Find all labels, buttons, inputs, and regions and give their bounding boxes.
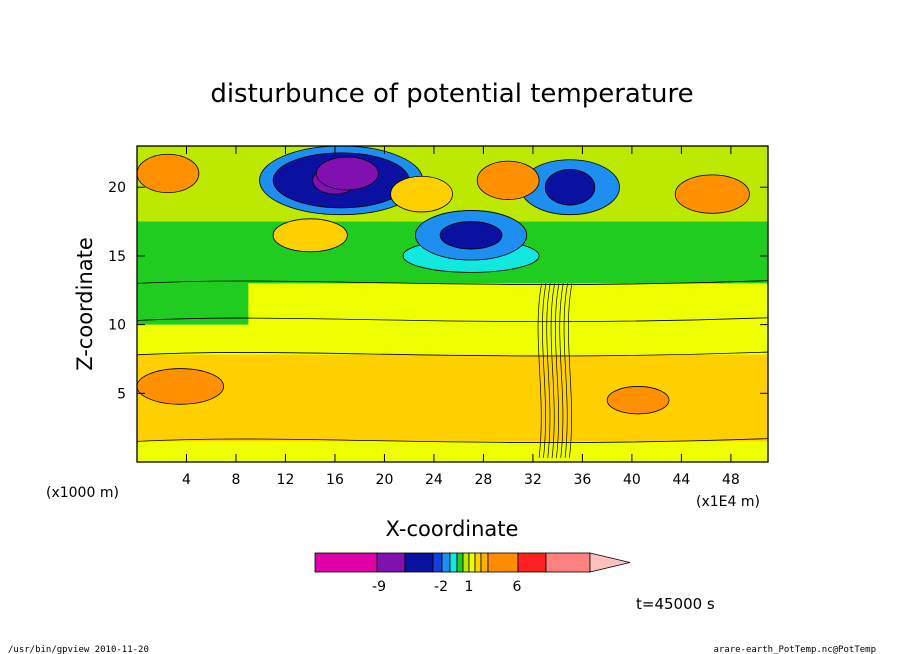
x-tick-label: 24 — [425, 472, 443, 488]
x-units-label: (x1000 m) — [46, 485, 119, 501]
field-plume-contour — [537, 283, 542, 458]
field-blob-6 — [606, 386, 670, 415]
field-plume-contour — [550, 283, 555, 458]
colorbar-segment — [441, 552, 451, 573]
colorbar-segment — [314, 552, 378, 573]
field-low-band-mid — [446, 354, 546, 442]
field-plume-contour — [559, 283, 564, 458]
y-tick-label: 10 — [108, 318, 126, 334]
x-tick-label: 40 — [623, 472, 641, 488]
x-tick-label: 32 — [524, 472, 542, 488]
colorbar-segment — [462, 552, 470, 573]
field-plume-contour — [568, 283, 573, 458]
colorbar-segment — [449, 552, 458, 573]
heatmap-field — [137, 146, 768, 462]
field-band-contour — [137, 317, 768, 323]
y-axis-label: Z-coordinate — [73, 237, 97, 371]
y-axis-ticks: 5 10 15 20 — [108, 180, 768, 402]
field-blob-gold-1 — [390, 175, 453, 213]
colorbar-tick-label: -9 — [372, 579, 386, 595]
time-label: t=45000 s — [636, 595, 715, 613]
field-left-band — [137, 276, 249, 325]
field-plume-contour — [555, 283, 560, 458]
field-blob-dblue-2 — [544, 168, 596, 206]
colorbar — [314, 552, 631, 573]
x-tick-label: 12 — [277, 472, 295, 488]
footer-right: arare-earth_PotTemp.nc@PotTemp — [713, 645, 876, 654]
x-tick-label: 16 — [326, 472, 344, 488]
field-blob-gold-2 — [272, 218, 348, 253]
x-tick-label: 28 — [475, 472, 493, 488]
colorbar-arrow — [589, 552, 631, 573]
field-top-band — [137, 146, 768, 222]
field-band-contour — [137, 351, 768, 357]
field-plume-contour — [563, 283, 568, 458]
colorbar-segment — [404, 552, 434, 573]
x-tick-label: 44 — [672, 472, 690, 488]
field-blob-dblue — [439, 221, 503, 250]
chart-title: disturbunce of potential temperature — [210, 79, 693, 109]
x-tick-label: 20 — [376, 472, 394, 488]
field-blob-orange-2 — [476, 160, 540, 200]
colorbar-ticks: -9 -2 1 6 — [372, 579, 522, 595]
colorbar-segment — [487, 552, 519, 573]
field-blob-7 — [674, 174, 750, 214]
footer-left: /usr/bin/gpview 2010-11-20 — [8, 645, 149, 654]
x-tick-label: 48 — [722, 472, 740, 488]
field-plume-contour — [542, 283, 547, 458]
colorbar-segment — [432, 552, 443, 573]
x-axis-label: X-coordinate — [386, 517, 519, 541]
y-tick-label: 5 — [117, 386, 126, 402]
colorbar-tick-label: 6 — [513, 579, 522, 595]
colorbar-segment — [376, 552, 406, 573]
colorbar-segment — [480, 552, 489, 573]
x-tick-label: 8 — [232, 472, 241, 488]
plot-frame — [136, 145, 769, 463]
x-tick-label: 4 — [182, 472, 191, 488]
x-axis-ticks: 4 8 12 16 20 24 28 32 36 40 44 48 — [182, 146, 740, 488]
field-band-contour — [137, 438, 768, 443]
field-blob-5 — [137, 368, 224, 405]
colorbar-segment — [468, 552, 476, 573]
y-tick-label: 15 — [108, 249, 126, 265]
y-tick-label: 20 — [108, 180, 126, 196]
y-units-label: (x1E4 m) — [696, 494, 760, 510]
field-band-contour — [137, 280, 768, 285]
colorbar-segment — [456, 552, 464, 573]
field-blob-0 — [137, 153, 200, 194]
colorbar-tick-label: 1 — [465, 579, 474, 595]
colorbar-segment — [517, 552, 547, 573]
x-tick-label: 36 — [573, 472, 591, 488]
colorbar-segment — [545, 552, 591, 573]
field-blob-core — [316, 156, 379, 191]
colorbar-segment — [474, 552, 482, 573]
colorbar-tick-label: -2 — [434, 579, 448, 595]
field-plume-contour — [546, 283, 551, 458]
